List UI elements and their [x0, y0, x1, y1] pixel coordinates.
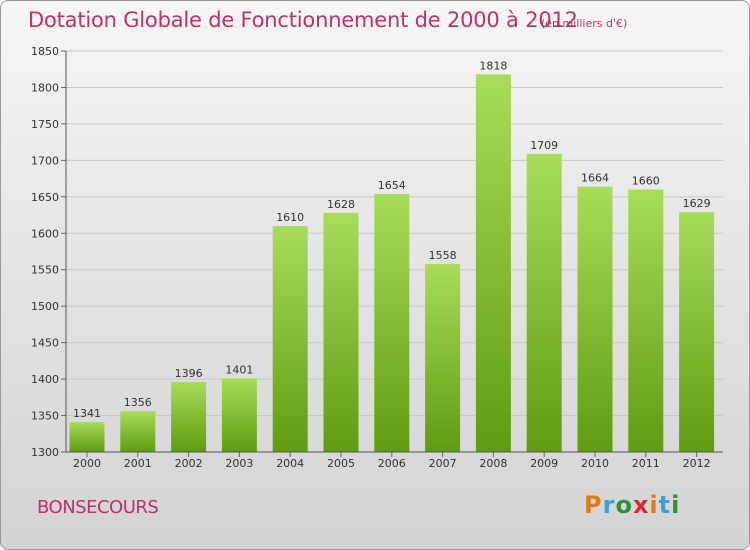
bar-value-label: 1818 — [479, 59, 507, 72]
bar-value-label: 1629 — [683, 197, 711, 210]
y-tick-label: 1400 — [31, 373, 59, 386]
x-tick-label: 2005 — [327, 457, 355, 470]
labels: 1300 1350 1400 1450 1500 1550 1600 1650 1700 1750… — [31, 45, 711, 470]
bar-value-label: 1610 — [276, 211, 304, 224]
bar-value-label: 1396 — [175, 367, 203, 380]
logo-letter: r — [602, 491, 616, 519]
chart-unit: (en milliers d'€) — [541, 17, 628, 30]
y-tick-label: 1800 — [31, 81, 59, 94]
x-tick-label: 2000 — [73, 457, 101, 470]
bar[interactable] — [425, 263, 461, 452]
bar-value-label: 1401 — [225, 363, 253, 376]
logo-letter: t — [658, 491, 672, 519]
bar[interactable] — [475, 74, 511, 453]
logo-letter: o — [615, 491, 633, 519]
bar-value-label: 1628 — [327, 198, 355, 211]
bar[interactable] — [374, 193, 410, 452]
x-tick-label: 2007 — [429, 457, 457, 470]
y-tick-label: 1600 — [31, 227, 59, 240]
logo-letter: x — [632, 491, 650, 519]
bar[interactable] — [577, 186, 613, 453]
y-tick-label: 1850 — [31, 45, 59, 58]
bar[interactable] — [323, 212, 359, 452]
logo-letter: P — [584, 491, 603, 519]
y-tick-label: 1650 — [31, 191, 59, 204]
bar[interactable] — [69, 422, 105, 452]
bar-value-label: 1660 — [632, 175, 660, 188]
x-tick-label: 2004 — [276, 457, 304, 470]
bar-value-label: 1709 — [530, 139, 558, 152]
x-tick-label: 2001 — [124, 457, 152, 470]
proxiti-logo[interactable]: Proxiti — [584, 491, 680, 519]
bar[interactable] — [120, 411, 156, 452]
y-tick-label: 1300 — [31, 446, 59, 459]
logo-letter: i — [671, 491, 681, 519]
x-tick-label: 2011 — [632, 457, 660, 470]
logo-letter: i — [649, 491, 659, 519]
bar[interactable] — [272, 225, 308, 452]
x-tick-label: 2008 — [479, 457, 507, 470]
x-tick-label: 2003 — [225, 457, 253, 470]
bar-value-label: 1558 — [429, 249, 457, 262]
bar-value-label: 1341 — [73, 407, 101, 420]
bar-value-label: 1654 — [378, 179, 406, 192]
x-tick-label: 2010 — [581, 457, 609, 470]
bar[interactable] — [171, 382, 207, 452]
bar[interactable] — [679, 212, 715, 452]
bars — [69, 74, 715, 453]
x-tick-label: 2009 — [530, 457, 558, 470]
bar-value-label: 1664 — [581, 172, 609, 185]
y-tick-label: 1750 — [31, 118, 59, 131]
chart-title: Dotation Globale de Fonctionnement de 20… — [28, 8, 578, 32]
axes — [61, 50, 723, 457]
y-tick-label: 1500 — [31, 300, 59, 313]
bar-value-label: 1356 — [124, 396, 152, 409]
commune-name: BONSECOURS — [37, 497, 159, 518]
y-tick-label: 1450 — [31, 337, 59, 350]
y-tick-label: 1700 — [31, 154, 59, 167]
x-tick-label: 2002 — [175, 457, 203, 470]
bar[interactable] — [526, 153, 562, 452]
y-tick-label: 1350 — [31, 410, 59, 423]
bar[interactable] — [221, 378, 257, 452]
x-tick-label: 2006 — [378, 457, 406, 470]
y-tick-label: 1550 — [31, 264, 59, 277]
bar[interactable] — [628, 189, 664, 452]
x-tick-label: 2012 — [683, 457, 711, 470]
